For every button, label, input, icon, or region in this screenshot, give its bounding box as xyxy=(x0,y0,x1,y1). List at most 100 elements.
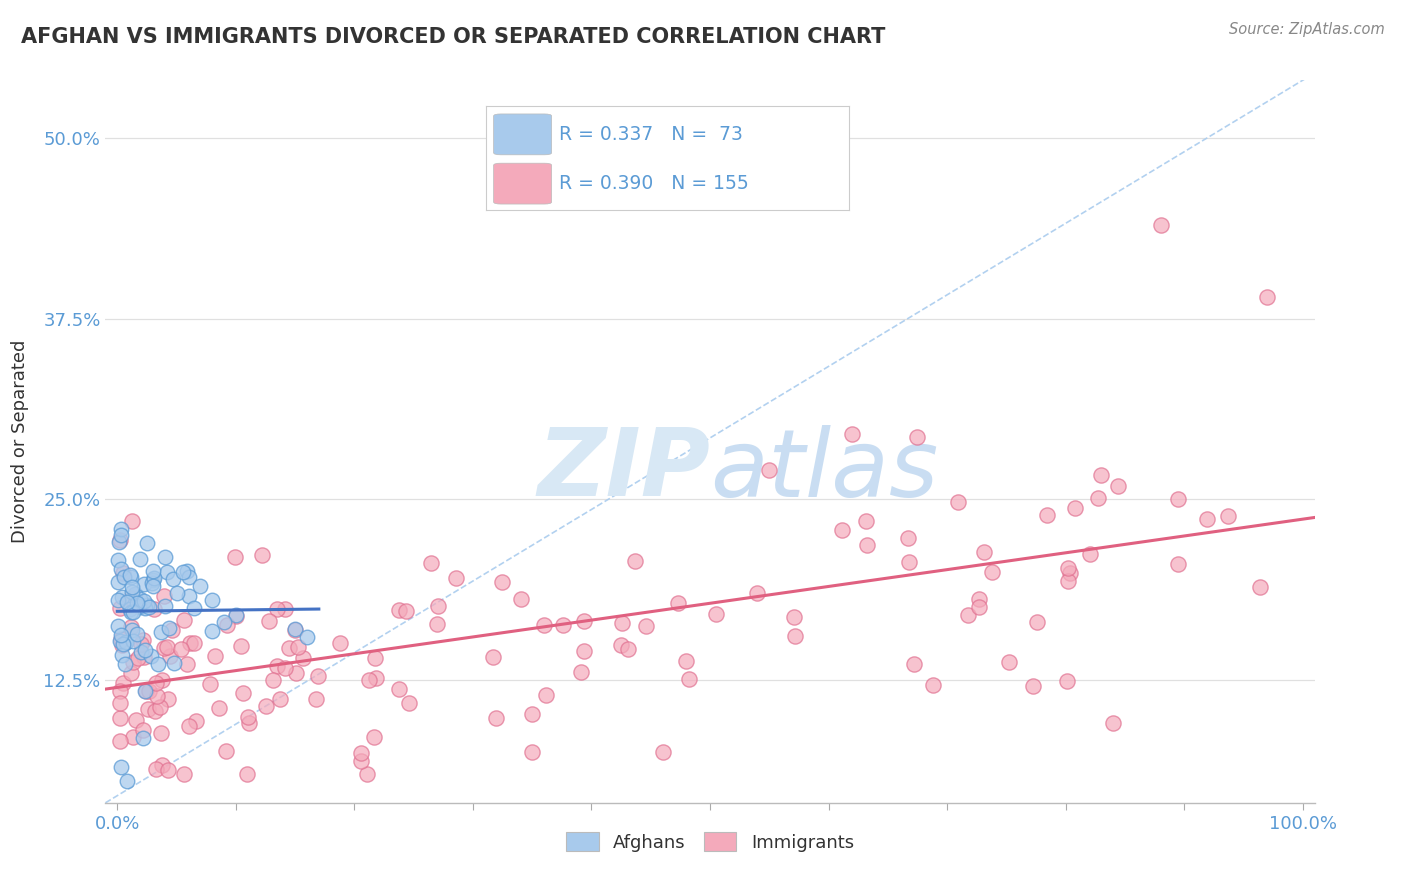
Point xyxy=(395,604,418,618)
Point xyxy=(855,514,877,528)
Point xyxy=(295,630,318,644)
Point xyxy=(212,615,235,630)
Point xyxy=(232,685,254,699)
Point xyxy=(250,549,273,563)
Point xyxy=(284,666,307,681)
Point xyxy=(426,617,449,632)
Point xyxy=(150,726,173,740)
Point xyxy=(131,633,153,648)
Point xyxy=(364,672,387,686)
Point xyxy=(134,684,156,698)
Point xyxy=(142,602,165,616)
Point xyxy=(173,613,195,627)
Text: Source: ZipAtlas.com: Source: ZipAtlas.com xyxy=(1229,22,1385,37)
Point xyxy=(108,533,131,547)
Point xyxy=(238,710,260,724)
Point xyxy=(350,754,373,768)
Point xyxy=(522,707,544,722)
Point xyxy=(238,715,260,730)
Text: AFGHAN VS IMMIGRANTS DIVORCED OR SEPARATED CORRELATION CHART: AFGHAN VS IMMIGRANTS DIVORCED OR SEPARAT… xyxy=(21,27,886,46)
Point xyxy=(156,640,179,654)
Point xyxy=(269,692,291,706)
Point xyxy=(350,747,373,761)
Point xyxy=(922,678,945,692)
Point xyxy=(1195,512,1218,526)
Point xyxy=(131,645,153,659)
Point xyxy=(125,627,148,641)
Point xyxy=(208,700,231,714)
Point xyxy=(278,640,301,655)
Point xyxy=(291,651,314,665)
Point xyxy=(120,620,142,634)
Point xyxy=(1087,491,1109,505)
Point xyxy=(957,607,980,622)
Point xyxy=(108,734,131,748)
Point xyxy=(235,767,257,781)
Point xyxy=(651,745,673,759)
Point xyxy=(156,691,179,706)
Point xyxy=(163,657,186,671)
Point xyxy=(896,531,918,545)
Point xyxy=(967,592,990,607)
Point xyxy=(142,564,165,578)
Point xyxy=(153,589,176,603)
Point xyxy=(204,648,226,663)
Point xyxy=(149,700,172,714)
Point xyxy=(177,569,200,583)
Point xyxy=(135,598,157,612)
Point xyxy=(107,553,129,567)
Point xyxy=(274,602,297,616)
Point xyxy=(156,763,179,777)
Point xyxy=(120,606,142,620)
Point xyxy=(266,658,288,673)
Point xyxy=(201,593,224,607)
Point xyxy=(143,704,166,718)
Y-axis label: Divorced or Separated: Divorced or Separated xyxy=(11,340,30,543)
Point xyxy=(1036,508,1059,522)
Point xyxy=(1056,574,1078,588)
Point xyxy=(122,730,145,744)
Point xyxy=(831,523,853,537)
Point xyxy=(156,565,179,579)
Point xyxy=(856,539,879,553)
Point xyxy=(666,596,689,610)
Point xyxy=(121,585,143,599)
Point xyxy=(129,637,152,651)
Point xyxy=(364,650,387,665)
Point xyxy=(150,758,173,772)
Point xyxy=(121,514,143,528)
Point xyxy=(1090,467,1112,482)
Point xyxy=(172,565,194,579)
Point xyxy=(120,665,142,680)
Point xyxy=(122,634,145,648)
Point xyxy=(127,650,149,665)
Point xyxy=(110,632,132,647)
Point xyxy=(998,655,1021,669)
Point xyxy=(898,555,921,569)
Point xyxy=(623,554,645,568)
Point xyxy=(159,648,181,663)
Point xyxy=(107,574,129,589)
Point xyxy=(153,641,176,656)
Point xyxy=(132,594,155,608)
Point xyxy=(107,619,129,633)
Point xyxy=(111,676,134,690)
Point xyxy=(217,618,239,632)
Point xyxy=(110,528,132,542)
Point xyxy=(114,635,136,649)
Point xyxy=(522,745,544,759)
Point xyxy=(1216,509,1239,524)
Point xyxy=(388,603,411,617)
Point xyxy=(114,636,136,650)
Point xyxy=(160,624,183,638)
Point xyxy=(363,730,385,744)
Point xyxy=(110,522,132,536)
Point xyxy=(419,557,441,571)
Point xyxy=(329,636,352,650)
Point xyxy=(1056,560,1078,574)
Point xyxy=(388,681,411,696)
Point xyxy=(169,642,191,657)
Point xyxy=(948,494,970,508)
Point xyxy=(183,636,205,650)
Point xyxy=(132,731,155,745)
